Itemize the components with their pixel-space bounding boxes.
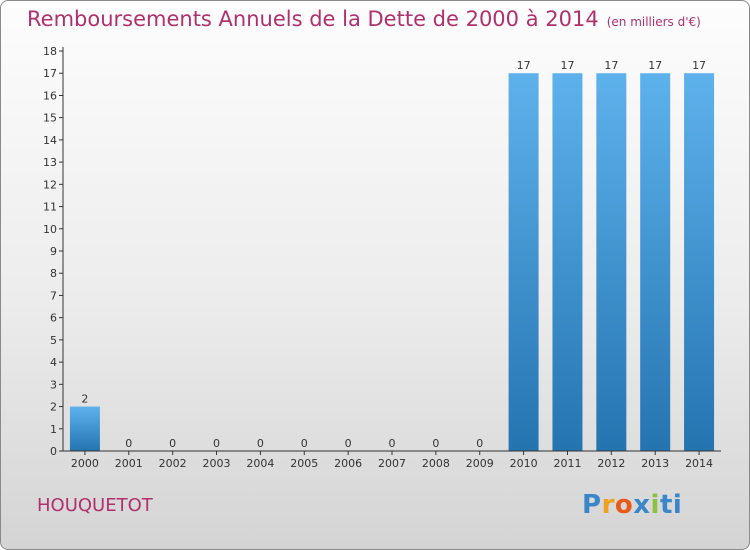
x-tick-label-2003: 2003 bbox=[203, 457, 231, 470]
data-label-2013: 17 bbox=[648, 59, 662, 72]
data-label-2003: 0 bbox=[213, 437, 220, 450]
data-label-2004: 0 bbox=[257, 437, 264, 450]
data-label-2000: 2 bbox=[81, 393, 88, 406]
y-tick-label-9: 9 bbox=[50, 245, 57, 258]
data-label-2007: 0 bbox=[389, 437, 396, 450]
x-tick-label-2004: 2004 bbox=[246, 457, 274, 470]
y-tick-label-14: 14 bbox=[43, 134, 57, 147]
y-tick-label-3: 3 bbox=[50, 378, 57, 391]
logo-letter: o bbox=[614, 490, 634, 520]
bar-2014 bbox=[684, 73, 715, 451]
x-tick-label-2002: 2002 bbox=[159, 457, 187, 470]
x-tick-label-2008: 2008 bbox=[422, 457, 450, 470]
y-tick-label-6: 6 bbox=[50, 312, 57, 325]
x-tick-label-2010: 2010 bbox=[510, 457, 538, 470]
y-tick-label-4: 4 bbox=[50, 356, 57, 369]
x-tick-label-2006: 2006 bbox=[334, 457, 362, 470]
y-tick-label-8: 8 bbox=[50, 267, 57, 280]
y-tick-label-10: 10 bbox=[43, 223, 57, 236]
axes-group: 2000 2001 2002 2003 2004 2005 2006 2007 2008 2009… bbox=[43, 45, 721, 470]
y-tick-label-18: 18 bbox=[43, 45, 57, 58]
data-label-2012: 17 bbox=[604, 59, 618, 72]
data-label-2006: 0 bbox=[345, 437, 352, 450]
data-label-2014: 17 bbox=[692, 59, 706, 72]
y-tick-label-7: 7 bbox=[50, 289, 57, 302]
y-tick-label-15: 15 bbox=[43, 112, 57, 125]
data-label-2001: 0 bbox=[125, 437, 132, 450]
logo-letter: t bbox=[659, 490, 673, 520]
x-tick-label-2007: 2007 bbox=[378, 457, 406, 470]
proxiti-logo: Proxiti bbox=[582, 490, 682, 520]
x-tick-label-2014: 2014 bbox=[685, 457, 713, 470]
data-label-2010: 17 bbox=[517, 59, 531, 72]
chart-unit-label: (en milliers d'€) bbox=[606, 15, 701, 29]
data-label-2005: 0 bbox=[301, 437, 308, 450]
bar-2013 bbox=[640, 73, 671, 451]
x-tick-label-2012: 2012 bbox=[597, 457, 625, 470]
chart-title: Remboursements Annuels de la Dette de 20… bbox=[27, 7, 701, 31]
bar-2010 bbox=[508, 73, 539, 451]
data-label-2008: 0 bbox=[432, 437, 439, 450]
x-tick-label-2011: 2011 bbox=[553, 457, 581, 470]
y-tick-label-1: 1 bbox=[50, 423, 57, 436]
bars-group: 2 0 0 0 0 0 0 0 0 0 17 17 17 17 17 bbox=[69, 59, 715, 451]
bar-2012 bbox=[596, 73, 627, 451]
chart-title-text: Remboursements Annuels de la Dette de 20… bbox=[27, 7, 599, 31]
y-tick-label-12: 12 bbox=[43, 178, 57, 191]
logo-letter: P bbox=[582, 490, 602, 520]
x-tick-label-2009: 2009 bbox=[466, 457, 494, 470]
x-tick-label-2001: 2001 bbox=[115, 457, 143, 470]
y-tick-label-13: 13 bbox=[43, 156, 57, 169]
y-tick-label-11: 11 bbox=[43, 201, 57, 214]
x-tick-label-2013: 2013 bbox=[641, 457, 669, 470]
y-tick-label-16: 16 bbox=[43, 89, 57, 102]
x-tick-label-2000: 2000 bbox=[71, 457, 99, 470]
logo-letter: i bbox=[650, 490, 660, 520]
y-tick-label-5: 5 bbox=[50, 334, 57, 347]
bar-2000 bbox=[69, 406, 100, 451]
bar-2011 bbox=[552, 73, 583, 451]
data-label-2009: 0 bbox=[476, 437, 483, 450]
x-tick-label-2005: 2005 bbox=[290, 457, 318, 470]
logo-letter: x bbox=[633, 490, 651, 520]
logo-letter: r bbox=[601, 490, 615, 520]
y-tick-label-0: 0 bbox=[50, 445, 57, 458]
y-tick-label-17: 17 bbox=[43, 67, 57, 80]
commune-name: HOUQUETOT bbox=[37, 495, 153, 516]
data-label-2011: 17 bbox=[560, 59, 574, 72]
logo-letter: i bbox=[672, 490, 683, 520]
data-label-2002: 0 bbox=[169, 437, 176, 450]
y-tick-label-2: 2 bbox=[50, 401, 57, 414]
